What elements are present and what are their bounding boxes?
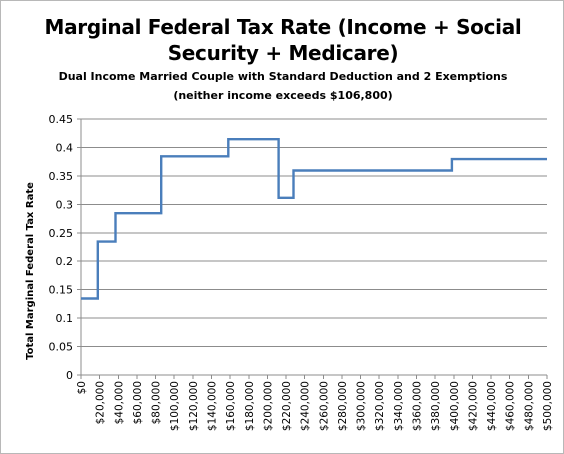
x-tick-label: $180,000 <box>244 381 256 431</box>
x-tick-label: $300,000 <box>356 381 368 431</box>
x-tick-label: $340,000 <box>393 381 405 431</box>
y-tick-label: 0.3 <box>56 198 74 211</box>
y-tick-label: 0.15 <box>49 284 74 297</box>
x-tick-label: $80,000 <box>151 381 163 424</box>
x-tick-label: $20,000 <box>95 381 107 424</box>
x-tick-label: $280,000 <box>337 381 349 431</box>
y-tick-label: 0.1 <box>56 312 74 325</box>
x-tick-label: $200,000 <box>262 381 274 431</box>
x-tick-label: $60,000 <box>132 381 144 424</box>
x-tick-label: $320,000 <box>374 381 386 431</box>
x-tick-label: $240,000 <box>300 381 312 431</box>
y-tick-label: 0.25 <box>49 227 74 240</box>
y-tick-label: 0 <box>66 369 73 382</box>
y-tick-label: 0.45 <box>49 113 74 126</box>
x-tick-label: $120,000 <box>188 381 200 431</box>
x-tick-label: $420,000 <box>467 381 479 431</box>
x-tick-label: $40,000 <box>113 381 125 424</box>
chart-subtitle-line-2: (neither income exceeds $106,800) <box>173 89 393 102</box>
y-axis-label: Total Marginal Federal Tax Rate <box>25 182 36 360</box>
x-tick-label: $160,000 <box>225 381 237 431</box>
x-tick-label: $400,000 <box>449 381 461 431</box>
x-tick-label: $460,000 <box>505 381 517 431</box>
x-tick-label: $260,000 <box>318 381 330 431</box>
x-tick-label: $480,000 <box>523 381 535 431</box>
chart-title-line-1: Marginal Federal Tax Rate (Income + Soci… <box>44 15 522 39</box>
x-tick-label: $360,000 <box>412 381 424 431</box>
y-tick-label: 0.35 <box>49 170 74 183</box>
x-tick-label: $440,000 <box>486 381 498 431</box>
x-tick-label: $0 <box>76 381 88 394</box>
series-line <box>81 137 547 300</box>
x-tick-label: $220,000 <box>281 381 293 431</box>
x-tick-label: $100,000 <box>169 381 181 431</box>
y-tick-label: 0.05 <box>49 341 74 354</box>
chart-subtitle-line-1: Dual Income Married Couple with Standard… <box>58 70 508 83</box>
x-tick-label: $140,000 <box>206 381 218 431</box>
y-tick-label: 0.2 <box>56 255 74 268</box>
x-tick-label: $380,000 <box>430 381 442 431</box>
x-tick-label: $500,000 <box>542 381 554 431</box>
y-tick-label: 0.4 <box>56 141 74 154</box>
chart-title-line-2: Security + Medicare) <box>167 41 399 65</box>
